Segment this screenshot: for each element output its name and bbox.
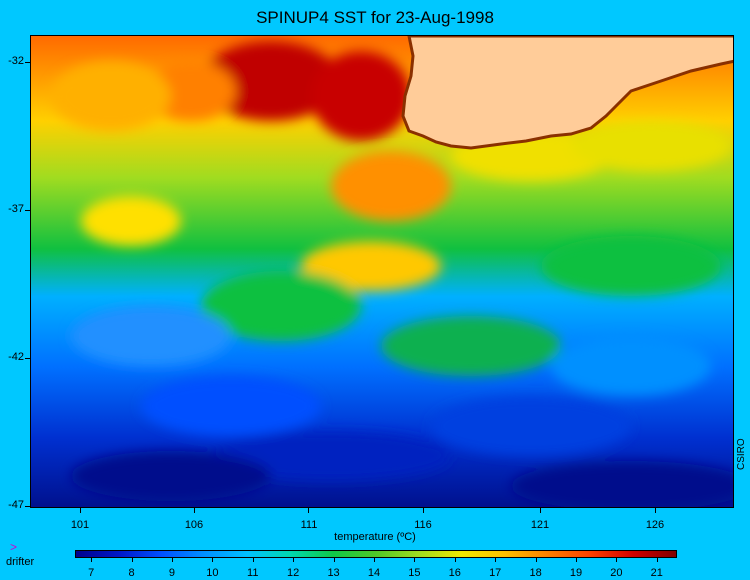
colorbar-tick-label: 11 xyxy=(247,567,259,579)
colorbar-tick-mark xyxy=(414,558,416,562)
colorbar-tick-label: 19 xyxy=(569,567,583,579)
colorbar-tick-label: 7 xyxy=(88,567,95,579)
colorbar-tick-label: 13 xyxy=(327,567,340,579)
colorbar-tick-label: 15 xyxy=(408,567,421,579)
map-title: SPINUP4 SST for 23-Aug-1998 xyxy=(256,8,494,27)
sst-field-map xyxy=(31,36,733,507)
y-tick-label: -32 xyxy=(8,55,24,67)
y-tick-label: -42 xyxy=(8,351,24,363)
colorbar-tick-label: 9 xyxy=(168,567,176,579)
colorbar-tick-mark xyxy=(656,558,658,562)
colorbar-tick-mark xyxy=(575,558,577,562)
land-mass xyxy=(401,36,733,150)
x-tick-mark xyxy=(540,508,541,513)
x-tick-label: 126 xyxy=(645,519,665,531)
credit-label: CSIRO xyxy=(736,438,747,470)
colorbar-tick-label: 18 xyxy=(529,567,542,579)
colorbar-tick-label: 16 xyxy=(448,567,461,579)
colorbar-tick-label: 21 xyxy=(650,567,663,579)
sst-map-panel xyxy=(30,35,734,508)
y-tick-mark xyxy=(25,210,30,211)
x-tick-mark xyxy=(423,508,424,513)
y-tick-mark xyxy=(25,506,30,507)
x-tick-label: 116 xyxy=(414,519,432,531)
colorbar-tick-mark xyxy=(495,558,497,562)
colorbar-tick-mark xyxy=(131,558,133,562)
x-tick-label: 106 xyxy=(184,519,204,531)
y-tick-mark xyxy=(25,62,30,63)
x-tick-mark xyxy=(80,508,81,513)
y-tick-mark xyxy=(25,358,30,359)
colorbar-tick-mark xyxy=(373,558,375,562)
colorbar-tick-label: 20 xyxy=(610,567,623,579)
colorbar-tick-mark xyxy=(333,558,335,562)
colorbar-title: temperature (ºC) xyxy=(334,531,416,543)
x-tick-mark xyxy=(655,508,656,513)
colorbar-tick-mark xyxy=(252,558,254,562)
x-tick-mark xyxy=(194,508,195,513)
x-tick-label: 101 xyxy=(70,519,90,531)
colorbar-tick-mark xyxy=(616,558,618,562)
drifter-marker-icon: > xyxy=(10,540,18,554)
y-tick-label: -37 xyxy=(8,203,24,215)
x-tick-label: 121 xyxy=(530,519,550,531)
colorbar-tick-label: 17 xyxy=(489,567,502,579)
colorbar-tick-mark xyxy=(535,558,537,562)
colorbar-tick-mark xyxy=(454,558,456,562)
y-tick-label: -47 xyxy=(8,499,24,511)
temperature-colorbar xyxy=(75,550,677,558)
colorbar-tick-label: 14 xyxy=(367,567,381,579)
colorbar-tick-label: 12 xyxy=(287,567,300,579)
x-tick-label: 111 xyxy=(300,519,318,531)
colorbar-tick-mark xyxy=(212,558,214,562)
colorbar-tick-label: 8 xyxy=(128,567,135,579)
drifter-legend-label: drifter xyxy=(6,556,35,568)
colorbar-tick-mark xyxy=(91,558,93,562)
colorbar-tick-mark xyxy=(171,558,173,562)
x-tick-mark xyxy=(308,508,309,513)
colorbar-tick-label: 10 xyxy=(206,567,219,579)
colorbar-tick-mark xyxy=(293,558,295,562)
